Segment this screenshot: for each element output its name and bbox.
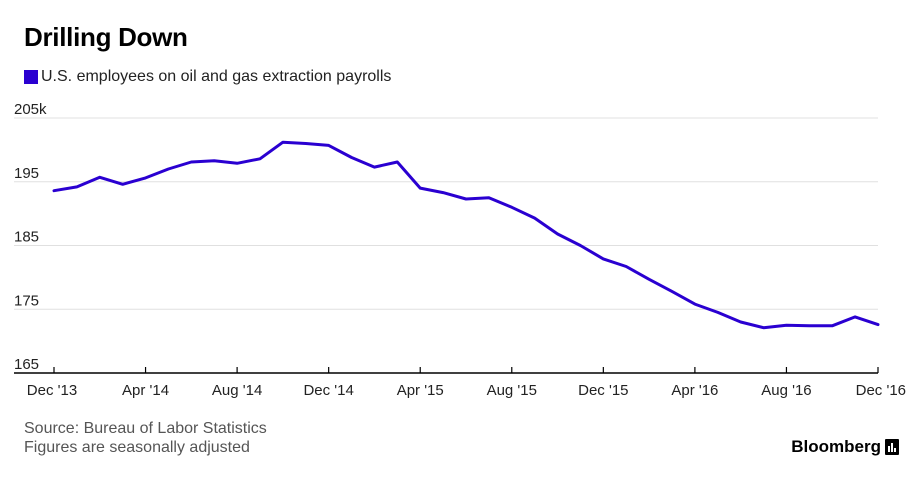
data-point [98, 176, 101, 179]
y-tick-label: 185 [14, 229, 39, 246]
data-point [831, 325, 834, 327]
x-tick-label: Apr '15 [397, 382, 444, 399]
axis-layer: 205k 195 185 175 165 Dec '13 Apr '14 Aug '14 Dec… [14, 101, 906, 399]
data-point [167, 168, 170, 170]
x-tick-label: Dec '15 [578, 382, 628, 399]
data-point [556, 233, 559, 235]
y-tick-label: 205k [14, 101, 47, 118]
y-tick-label: 175 [14, 292, 39, 309]
data-point [259, 158, 261, 160]
data-point [854, 316, 856, 318]
data-point [488, 196, 490, 199]
y-tick-label: 195 [14, 165, 39, 182]
y-tick-label: 165 [14, 356, 39, 373]
data-point [694, 303, 696, 305]
data-point [648, 278, 650, 281]
data-point [625, 265, 628, 268]
data-point [442, 191, 444, 194]
data-point [236, 162, 238, 165]
data-point [190, 161, 193, 163]
data-point [76, 186, 78, 188]
grid-layer [14, 117, 878, 310]
brand-logo: Bloomberg [791, 437, 899, 457]
data-point [579, 244, 582, 247]
data-point [602, 258, 605, 260]
data-point [419, 187, 422, 189]
data-point [877, 323, 879, 326]
data-point [373, 166, 376, 168]
legend-swatch [24, 70, 38, 84]
x-tick-label: Dec '14 [303, 382, 353, 399]
data-point [808, 325, 811, 327]
data-point [739, 321, 742, 323]
x-tick-label: Dec '13 [27, 382, 77, 399]
note-text: Figures are seasonally adjusted [24, 439, 250, 456]
x-tick-label: Aug '16 [761, 382, 811, 399]
data-point [53, 189, 55, 192]
x-tick-label: Aug '15 [487, 382, 537, 399]
data-point [304, 142, 307, 145]
data-point [533, 217, 536, 219]
chart-title: Drilling Down [24, 22, 188, 52]
x-tick-label: Apr '14 [122, 382, 169, 399]
data-point [327, 144, 330, 147]
data-point [144, 177, 147, 179]
data-point [282, 141, 284, 144]
legend: U.S. employees on oil and gas extraction… [24, 68, 391, 86]
data-point [121, 183, 124, 186]
x-tick-label: Dec '16 [856, 382, 906, 399]
series-layer [52, 140, 880, 330]
footer-source: Source: Bureau of Labor Statistics Figur… [24, 419, 267, 457]
bar-chart-icon [885, 439, 899, 455]
data-point [762, 326, 765, 329]
data-point [465, 198, 467, 200]
source-text: Source: Bureau of Labor Statistics [24, 420, 267, 437]
data-point [510, 206, 513, 209]
data-point [716, 311, 719, 314]
data-point [213, 159, 216, 162]
data-point [350, 156, 353, 159]
x-tick-label: Aug '14 [212, 382, 262, 399]
data-point [396, 161, 399, 163]
series-line [52, 140, 880, 330]
brand-text: Bloomberg [791, 437, 881, 456]
x-tick-label: Apr '16 [671, 382, 718, 399]
data-point [785, 324, 788, 326]
legend-label: U.S. employees on oil and gas extraction… [41, 68, 392, 85]
data-point [671, 290, 673, 293]
